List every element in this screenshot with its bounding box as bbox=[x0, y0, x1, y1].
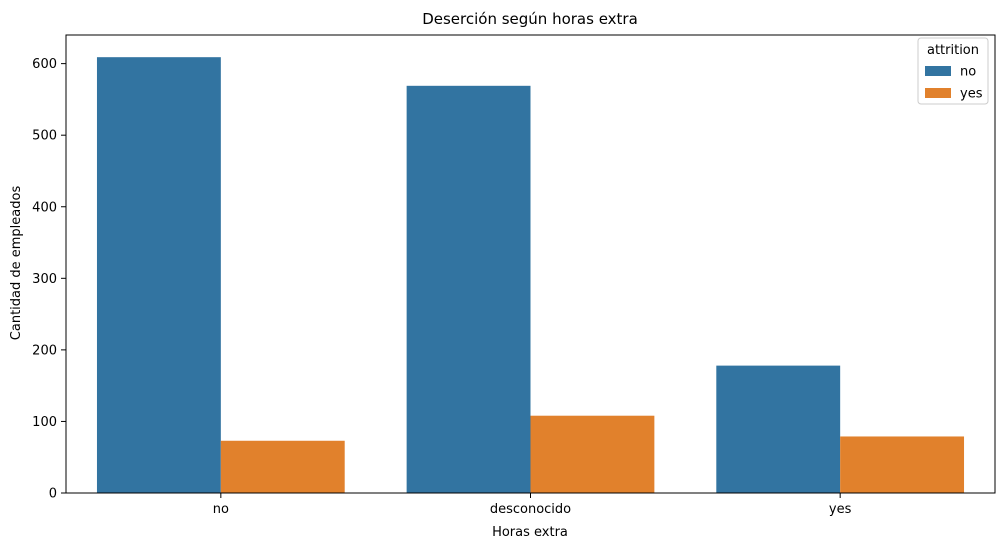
legend-title: attrition bbox=[927, 43, 979, 58]
legend-swatch-no bbox=[925, 66, 951, 76]
x-tick-label: yes bbox=[829, 502, 852, 517]
legend-swatch-yes bbox=[925, 88, 951, 98]
legend: attrition no yes bbox=[917, 37, 989, 105]
y-axis: 0 100 200 300 400 500 600 bbox=[32, 57, 66, 502]
x-axis-label: Horas extra bbox=[492, 525, 568, 540]
y-tick-label: 400 bbox=[32, 200, 57, 215]
chart-title: Deserción según horas extra bbox=[422, 10, 638, 28]
plot-frame bbox=[65, 34, 996, 494]
legend-box bbox=[917, 37, 989, 105]
bar-desconocido-yes bbox=[530, 415, 655, 493]
x-tick-label: no bbox=[213, 502, 229, 517]
bars-group bbox=[96, 57, 965, 493]
y-tick-label: 100 bbox=[32, 415, 57, 430]
y-tick-label: 0 bbox=[49, 487, 57, 502]
bar-yes-no bbox=[716, 365, 841, 493]
x-tick-label: desconocido bbox=[490, 502, 571, 517]
x-axis: no desconocido yes bbox=[213, 493, 852, 517]
bar-yes-yes bbox=[840, 436, 965, 493]
legend-label-no: no bbox=[960, 65, 976, 80]
y-tick-label: 600 bbox=[32, 57, 57, 72]
bar-desconocido-no bbox=[406, 85, 531, 493]
y-axis-label: Cantidad de empleados bbox=[9, 186, 24, 341]
legend-label-yes: yes bbox=[960, 87, 983, 102]
y-tick-label: 200 bbox=[32, 343, 57, 358]
y-tick-label: 300 bbox=[32, 272, 57, 287]
bar-no-no bbox=[96, 57, 221, 493]
y-tick-label: 500 bbox=[32, 129, 57, 144]
bar-no-yes bbox=[220, 440, 345, 493]
